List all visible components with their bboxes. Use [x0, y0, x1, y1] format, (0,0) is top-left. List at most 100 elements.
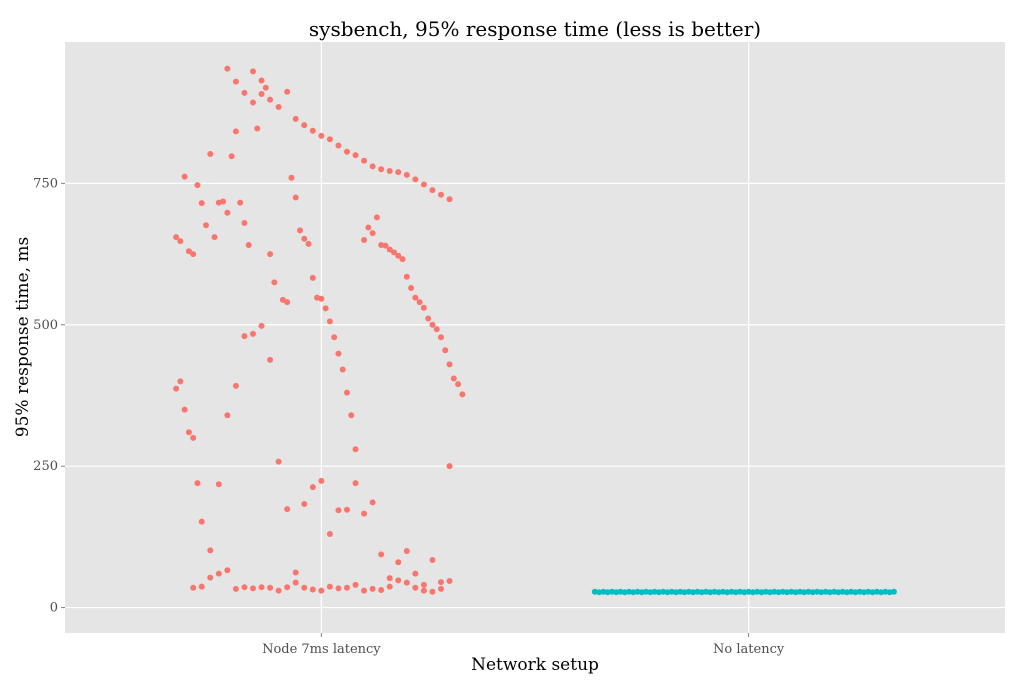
- data-point: [198, 583, 205, 590]
- data-point: [326, 583, 333, 590]
- y-tick-label: 750: [33, 176, 58, 191]
- data-point: [335, 507, 342, 514]
- data-point: [250, 68, 256, 75]
- data-point: [331, 334, 338, 341]
- data-point: [386, 575, 393, 582]
- data-point: [220, 198, 227, 205]
- data-point: [292, 115, 299, 122]
- data-point: [690, 589, 697, 596]
- data-point: [232, 78, 239, 85]
- data-point: [369, 499, 376, 506]
- data-point: [173, 385, 180, 392]
- chart-title: sysbench, 95% response time (less is bet…: [309, 17, 761, 41]
- data-point: [301, 122, 308, 129]
- data-point: [878, 589, 885, 596]
- data-point: [352, 480, 359, 487]
- data-point: [245, 242, 252, 249]
- data-point: [177, 378, 184, 385]
- data-point: [446, 463, 453, 470]
- data-point: [420, 304, 427, 311]
- data-point: [416, 299, 423, 306]
- data-point: [412, 294, 419, 301]
- data-point: [267, 96, 274, 103]
- data-point: [420, 587, 427, 594]
- data-point: [322, 305, 329, 312]
- data-point: [365, 224, 372, 231]
- data-point: [399, 256, 406, 263]
- data-point: [271, 279, 278, 286]
- data-point: [395, 252, 402, 259]
- data-point: [262, 84, 269, 91]
- data-point: [826, 589, 833, 596]
- data-point: [224, 567, 231, 574]
- data-point: [181, 406, 188, 413]
- data-point: [318, 132, 325, 139]
- data-point: [326, 318, 333, 325]
- data-point: [767, 589, 773, 596]
- data-point: [741, 589, 748, 596]
- data-point: [326, 531, 333, 538]
- data-point: [378, 587, 385, 594]
- data-point: [284, 506, 291, 513]
- data-point: [352, 581, 359, 588]
- data-point: [352, 152, 359, 159]
- data-point: [369, 163, 376, 170]
- data-point: [408, 285, 415, 292]
- data-point: [784, 589, 791, 596]
- data-point: [412, 584, 419, 591]
- data-point: [344, 389, 350, 396]
- data-point: [429, 321, 436, 328]
- data-point: [604, 589, 611, 596]
- data-point: [638, 589, 645, 596]
- data-point: [758, 589, 765, 596]
- data-point: [309, 586, 316, 593]
- data-point: [335, 142, 342, 149]
- data-point: [698, 589, 705, 596]
- data-point: [446, 577, 453, 584]
- data-point: [843, 589, 850, 596]
- data-point: [288, 174, 295, 181]
- data-point: [749, 589, 756, 596]
- data-point: [869, 589, 876, 596]
- y-tick-label: 250: [33, 459, 58, 474]
- data-point: [801, 589, 808, 596]
- data-point: [403, 273, 410, 280]
- data-point: [292, 579, 299, 586]
- data-point: [630, 589, 637, 596]
- data-point: [724, 589, 731, 596]
- data-point: [344, 148, 350, 155]
- data-point: [301, 501, 308, 508]
- data-point: [284, 299, 291, 306]
- data-point: [318, 477, 325, 484]
- data-point: [621, 589, 628, 596]
- data-point: [215, 481, 222, 488]
- data-point: [275, 104, 282, 111]
- data-point: [664, 589, 671, 596]
- data-point: [459, 391, 466, 398]
- data-point: [446, 361, 453, 368]
- x-tick-label: No latency: [713, 642, 785, 657]
- plot-panel: [65, 42, 1005, 633]
- data-point: [250, 585, 256, 592]
- data-point: [258, 77, 265, 84]
- data-point: [455, 381, 462, 388]
- data-point: [250, 330, 256, 337]
- data-point: [309, 127, 316, 134]
- data-point: [224, 412, 231, 419]
- data-point: [391, 249, 397, 256]
- data-point: [412, 176, 419, 183]
- data-point: [267, 251, 274, 258]
- data-point: [258, 322, 265, 329]
- data-point: [361, 157, 368, 164]
- data-point: [446, 196, 453, 203]
- x-axis-title: Network setup: [471, 655, 599, 675]
- y-axis-title: 95% response time, ms: [13, 237, 33, 437]
- data-point: [224, 209, 231, 216]
- data-point: [386, 167, 393, 174]
- data-point: [228, 153, 235, 160]
- data-point: [425, 315, 432, 322]
- data-point: [395, 577, 402, 584]
- data-point: [412, 570, 419, 577]
- data-point: [707, 589, 714, 596]
